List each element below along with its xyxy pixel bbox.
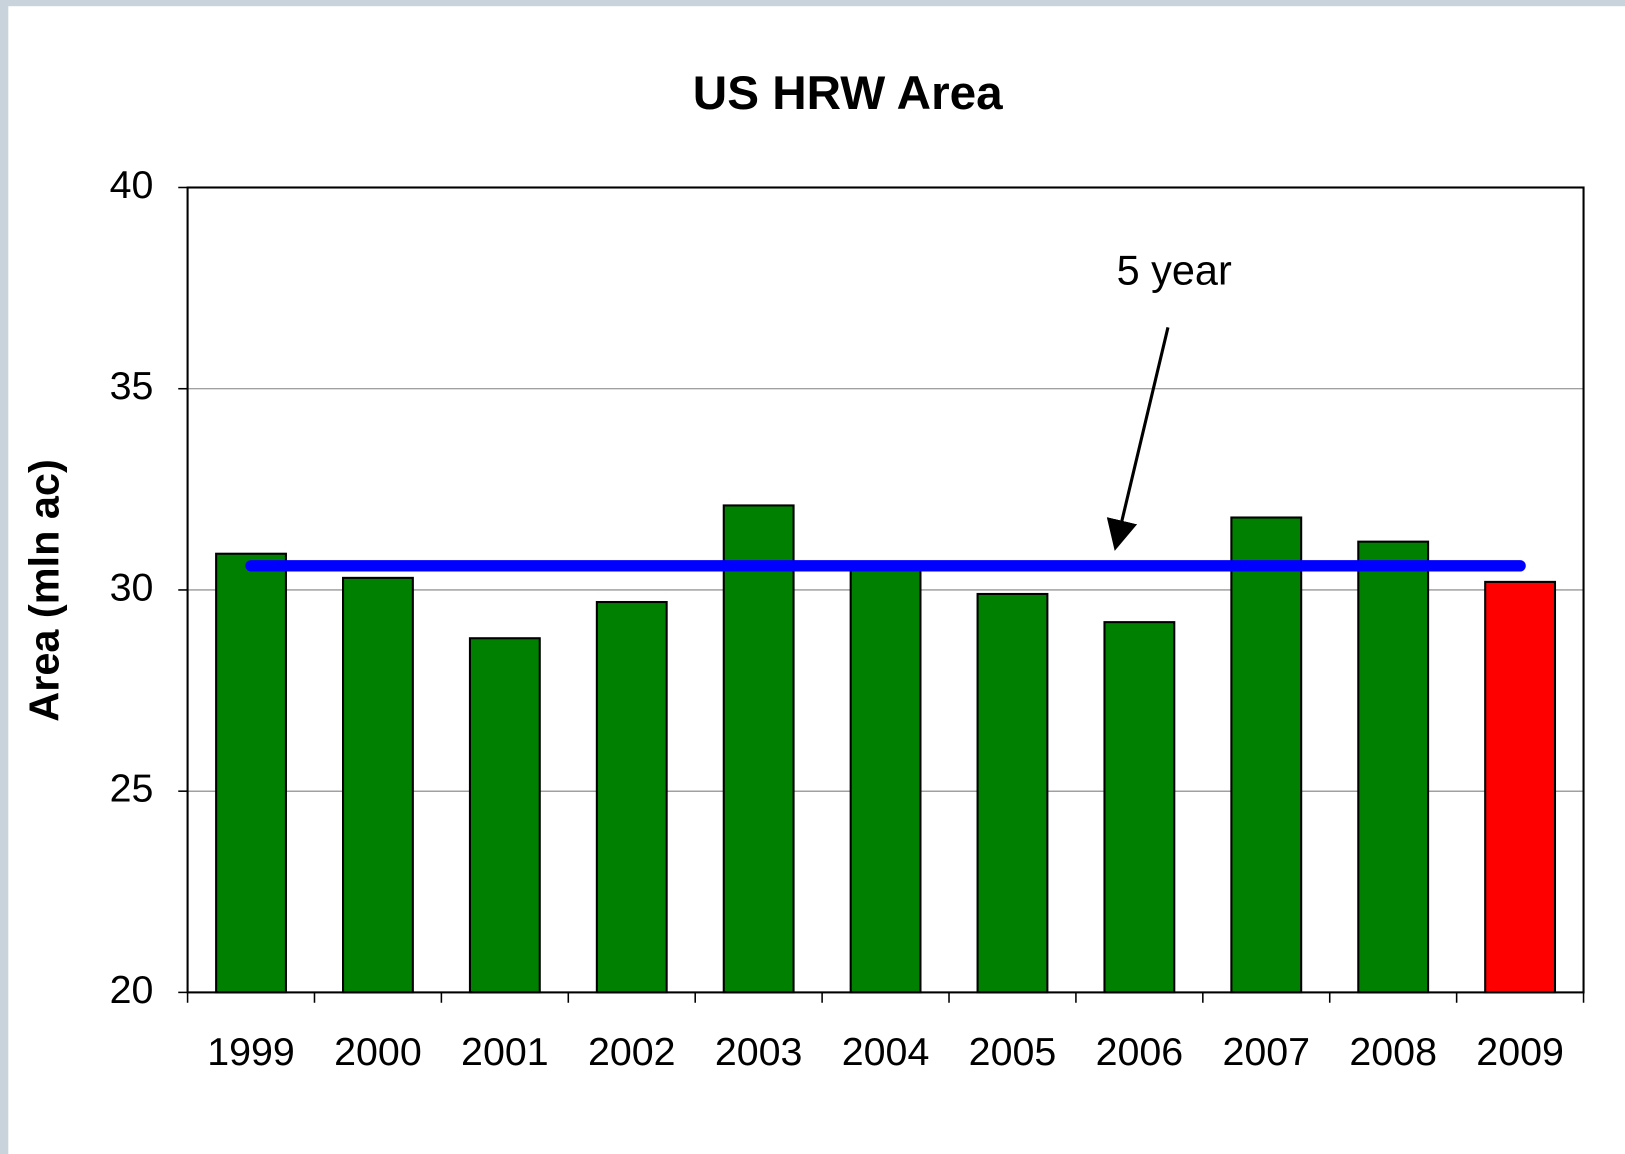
x-tick-label: 2000: [334, 1030, 422, 1074]
x-tick-label: 2009: [1476, 1030, 1564, 1074]
x-tick-label: 2004: [842, 1030, 930, 1074]
y-tick-label: 30: [110, 565, 154, 609]
bar: [976, 592, 1049, 994]
x-tick-label: 2003: [715, 1030, 803, 1074]
bar: [468, 637, 541, 994]
x-tick-label: 2001: [461, 1030, 549, 1074]
plot-area: 20 25 30 35 40 1999 2000 2001 2002 2003 2004 2005 20…: [110, 163, 1585, 1074]
bar: [342, 576, 414, 994]
y-tick-label: 20: [110, 968, 154, 1012]
bar: [595, 600, 668, 994]
bar: [722, 504, 795, 994]
y-axis-label: Area (mln ac): [21, 459, 68, 721]
bar: [1103, 621, 1176, 994]
bar: [215, 552, 287, 994]
bar: [849, 560, 922, 994]
bar: [1357, 540, 1430, 994]
y-tick-label: 40: [110, 163, 154, 207]
x-tick-label: 2008: [1349, 1030, 1437, 1074]
chart-title: US HRW Area: [693, 67, 1003, 120]
plot-border: [186, 186, 1585, 994]
x-tick-label: 2006: [1096, 1030, 1184, 1074]
annotation: 5 year: [1117, 246, 1232, 293]
bar: [1484, 580, 1557, 994]
annotation-arrow: [1106, 326, 1170, 551]
y-tick-label: 35: [110, 364, 154, 408]
x-tick-label: 2002: [588, 1030, 676, 1074]
x-tick-label: 1999: [207, 1030, 295, 1074]
y-tick-label: 25: [110, 767, 154, 811]
x-tick-label: 2005: [969, 1030, 1057, 1074]
bar: [1230, 516, 1303, 994]
x-tick-label: 2007: [1222, 1030, 1310, 1074]
